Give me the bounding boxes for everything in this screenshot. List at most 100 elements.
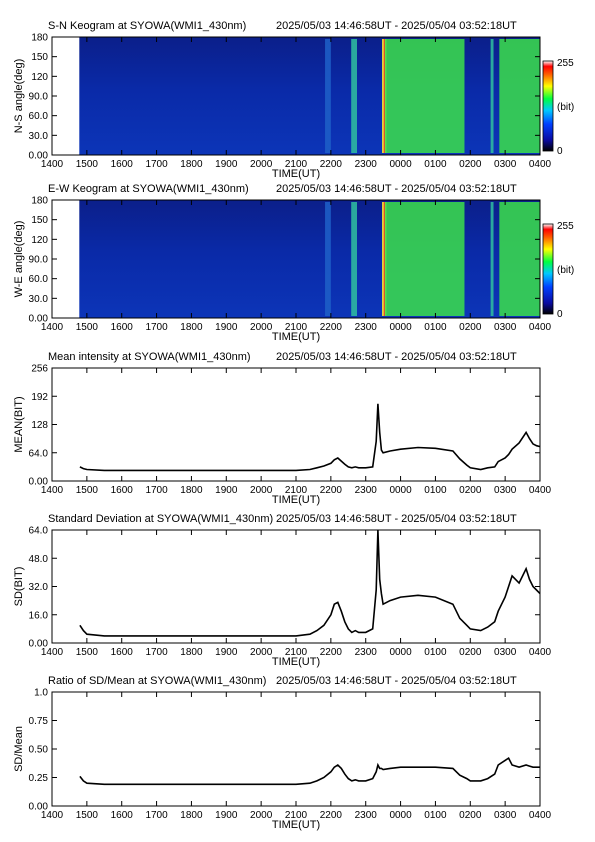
x-tick-label: 0200 bbox=[459, 810, 482, 821]
y-tick-label: 48.0 bbox=[29, 554, 49, 565]
x-tick-label: 1600 bbox=[111, 810, 134, 821]
y-tick-label: 90.0 bbox=[29, 255, 49, 266]
keogram-band bbox=[325, 39, 331, 153]
keogram-band-edge bbox=[382, 202, 384, 316]
y-tick-label: 192 bbox=[31, 392, 48, 403]
y-axis-label: SD(BIT) bbox=[13, 567, 25, 607]
y-tick-label: 0.00 bbox=[29, 151, 49, 162]
x-tick-label: 1900 bbox=[215, 647, 238, 658]
x-tick-label: 1900 bbox=[215, 485, 238, 496]
y-tick-label: 30.0 bbox=[29, 131, 49, 142]
colorbar-unit-label: (bit) bbox=[557, 102, 574, 113]
keogram-band bbox=[384, 202, 465, 316]
x-tick-label: 0400 bbox=[529, 322, 552, 333]
x-tick-label: 0100 bbox=[424, 647, 447, 658]
x-tick-label: 2000 bbox=[250, 485, 273, 496]
x-tick-label: 2300 bbox=[355, 159, 378, 170]
panel-3 bbox=[51, 367, 541, 482]
x-tick-label: 1500 bbox=[76, 810, 99, 821]
x-tick-label: 0400 bbox=[529, 485, 552, 496]
x-tick-label: 0300 bbox=[494, 647, 517, 658]
x-tick-label: 1400 bbox=[41, 159, 64, 170]
x-axis-label: TIME(UT) bbox=[272, 656, 320, 668]
x-tick-label: 1900 bbox=[215, 159, 238, 170]
keogram-band bbox=[383, 39, 385, 153]
x-tick-label: 0100 bbox=[424, 159, 447, 170]
y-tick-label: 60.0 bbox=[29, 274, 49, 285]
x-tick-label: 2100 bbox=[285, 485, 308, 496]
x-tick-label: 0400 bbox=[529, 647, 552, 658]
x-tick-label: 0400 bbox=[529, 159, 552, 170]
x-axis-label: TIME(UT) bbox=[272, 331, 320, 343]
series-line bbox=[79, 529, 541, 637]
panel-2 bbox=[51, 199, 554, 319]
panel-title: E-W Keogram at SYOWA(WMI1_430nm) bbox=[48, 183, 249, 195]
y-tick-label: 0.00 bbox=[29, 314, 49, 325]
x-axis-label: TIME(UT) bbox=[272, 494, 320, 506]
x-tick-label: 0000 bbox=[389, 647, 412, 658]
x-tick-label: 1500 bbox=[76, 159, 99, 170]
y-tick-label: 150 bbox=[31, 215, 48, 226]
y-tick-label: 64.0 bbox=[29, 526, 49, 537]
x-tick-label: 2300 bbox=[355, 322, 378, 333]
y-tick-label: 32.0 bbox=[29, 582, 49, 593]
x-axis-label: TIME(UT) bbox=[272, 168, 320, 180]
x-tick-label: 1400 bbox=[41, 810, 64, 821]
x-tick-label: 1800 bbox=[180, 485, 203, 496]
x-tick-label: 1800 bbox=[180, 810, 203, 821]
plot-frame bbox=[51, 691, 541, 807]
x-tick-label: 0000 bbox=[389, 322, 412, 333]
colorbar-min-label: 0 bbox=[557, 309, 563, 320]
colorbar-min-label: 0 bbox=[557, 146, 563, 157]
y-tick-label: 30.0 bbox=[29, 294, 49, 305]
panel-title: S-N Keogram at SYOWA(WMI1_430nm) bbox=[48, 20, 246, 32]
panel-5 bbox=[51, 691, 541, 807]
time-range: 2025/05/03 14:46:58UT - 2025/05/04 03:52… bbox=[276, 675, 517, 687]
x-tick-label: 1700 bbox=[145, 322, 168, 333]
x-tick-label: 0100 bbox=[424, 322, 447, 333]
y-tick-label: 0.50 bbox=[29, 745, 49, 756]
x-tick-label: 1400 bbox=[41, 322, 64, 333]
panel-title: Mean intensity at SYOWA(WMI1_430nm) bbox=[48, 351, 251, 363]
x-tick-label: 1800 bbox=[180, 322, 203, 333]
keogram-band bbox=[351, 39, 357, 153]
panel-title: Standard Deviation at SYOWA(WMI1_430nm) bbox=[48, 513, 273, 525]
y-axis-label: W-E angle(deg) bbox=[13, 221, 25, 298]
x-tick-label: 2200 bbox=[320, 647, 343, 658]
keogram-band-edge bbox=[382, 39, 384, 153]
x-tick-label: 1500 bbox=[76, 322, 99, 333]
y-tick-label: 120 bbox=[31, 235, 48, 246]
y-tick-label: 0.75 bbox=[29, 716, 49, 727]
y-axis-label: N-S angle(deg) bbox=[13, 59, 25, 134]
y-tick-label: 0.00 bbox=[29, 639, 49, 650]
x-tick-label: 1700 bbox=[145, 159, 168, 170]
y-tick-label: 0.00 bbox=[29, 802, 49, 813]
x-tick-label: 1600 bbox=[111, 647, 134, 658]
x-tick-label: 2100 bbox=[285, 810, 308, 821]
keogram-image bbox=[79, 37, 541, 155]
y-tick-label: 60.0 bbox=[29, 111, 49, 122]
y-tick-label: 150 bbox=[31, 52, 48, 63]
x-tick-label: 0000 bbox=[389, 159, 412, 170]
colorbar-max-label: 255 bbox=[557, 58, 574, 69]
x-tick-label: 1600 bbox=[111, 159, 134, 170]
x-tick-label: 1900 bbox=[215, 810, 238, 821]
x-tick-label: 2300 bbox=[355, 810, 378, 821]
colorbar bbox=[542, 223, 554, 315]
x-tick-label: 0100 bbox=[424, 485, 447, 496]
x-tick-label: 2300 bbox=[355, 647, 378, 658]
x-tick-label: 2100 bbox=[285, 647, 308, 658]
x-tick-label: 2000 bbox=[250, 810, 273, 821]
x-tick-label: 1500 bbox=[76, 647, 99, 658]
y-tick-label: 0.00 bbox=[29, 477, 49, 488]
x-axis-label: TIME(UT) bbox=[272, 819, 320, 831]
x-tick-label: 0200 bbox=[459, 647, 482, 658]
x-tick-label: 0400 bbox=[529, 810, 552, 821]
x-tick-label: 1700 bbox=[145, 647, 168, 658]
keogram-band bbox=[499, 39, 540, 153]
keogram-band bbox=[490, 39, 494, 153]
series-line bbox=[79, 403, 541, 472]
y-tick-label: 16.0 bbox=[29, 610, 49, 621]
y-axis-label: MEAN(BIT) bbox=[13, 396, 25, 452]
